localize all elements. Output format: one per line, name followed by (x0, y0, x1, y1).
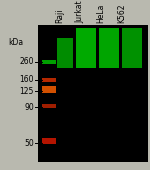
Text: kDa: kDa (8, 38, 23, 47)
Text: 260: 260 (20, 57, 34, 66)
Text: 160: 160 (20, 75, 34, 84)
Text: Raji: Raji (55, 8, 64, 23)
Text: Jurkat: Jurkat (75, 0, 84, 23)
Text: K562: K562 (117, 4, 126, 23)
Text: 90: 90 (24, 103, 34, 112)
Text: HeLa: HeLa (96, 4, 105, 23)
Text: 125: 125 (20, 87, 34, 96)
Text: 50: 50 (24, 139, 34, 148)
